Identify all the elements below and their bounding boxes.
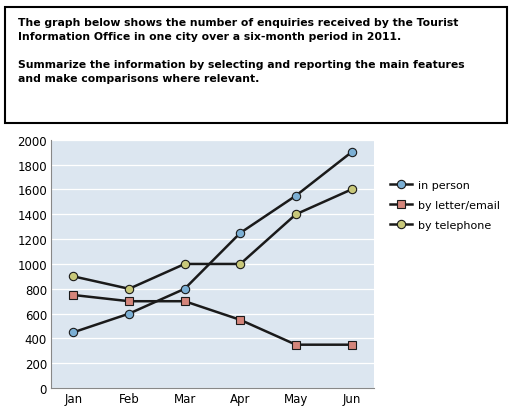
Legend: in person, by letter/email, by telephone: in person, by letter/email, by telephone	[386, 176, 504, 235]
Text: The graph below shows the number of enquiries received by the Tourist
Informatio: The graph below shows the number of enqu…	[17, 17, 464, 83]
FancyBboxPatch shape	[5, 8, 507, 124]
